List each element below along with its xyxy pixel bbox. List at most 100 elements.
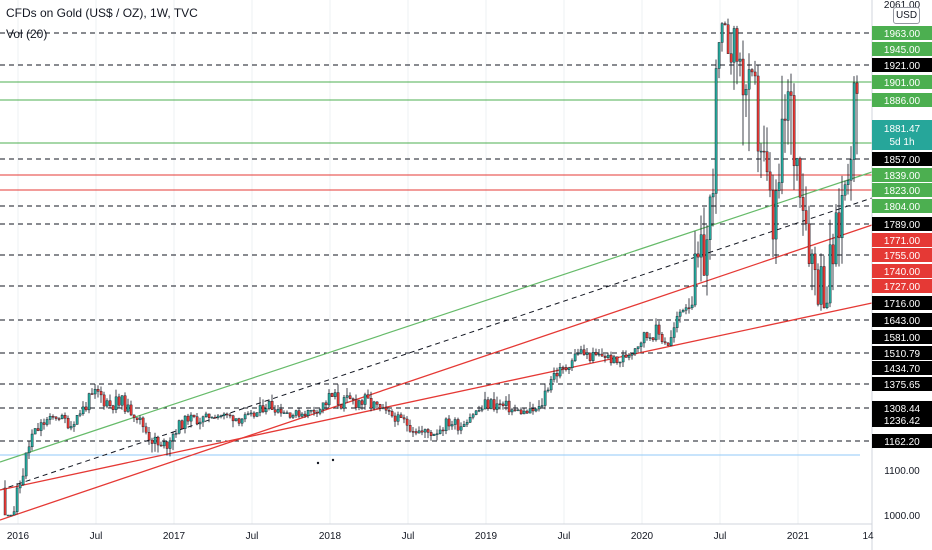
candle-body (849, 159, 853, 181)
candle (120, 395, 124, 410)
price-level-tag (872, 434, 932, 448)
candle-body (66, 418, 70, 429)
candle-body (204, 413, 208, 417)
candle (396, 411, 400, 426)
candle (459, 422, 463, 435)
candle (807, 205, 811, 267)
candle (438, 425, 442, 435)
price-level-tag-label: 1804.00 (884, 202, 921, 213)
candle-body (48, 416, 52, 420)
price-level-tag-label: 1839.00 (884, 171, 921, 182)
candle (159, 441, 163, 447)
candle-body (87, 393, 91, 411)
currency-button[interactable]: USD (893, 7, 920, 24)
candle-body (447, 418, 451, 427)
price-level-tag-label: 1963.00 (884, 29, 921, 40)
candle (402, 414, 406, 424)
candle (639, 341, 643, 353)
candle (144, 422, 148, 435)
candle (387, 408, 391, 416)
candle (582, 344, 586, 356)
candle-body (579, 349, 583, 354)
candle (786, 79, 790, 145)
candle-body (441, 429, 445, 432)
candle (63, 412, 67, 424)
price-axis-label: 1000.00 (884, 511, 921, 522)
candle-body (249, 412, 253, 415)
candle-body (108, 400, 112, 406)
candle (762, 125, 766, 162)
price-level-tag (872, 75, 932, 89)
price-level-tag-label: 1375.65 (884, 380, 921, 391)
candle-body (495, 403, 499, 410)
candle (267, 399, 271, 411)
chart-title: CFDs on Gold (US$ / OZ), 1W, TVC (6, 6, 198, 20)
candle-body (165, 441, 169, 449)
candle-body (201, 416, 205, 423)
candle (783, 94, 787, 153)
candle (255, 412, 259, 418)
candle (141, 416, 145, 433)
candle-body (711, 193, 715, 198)
candle (675, 311, 679, 333)
candle-body (519, 409, 523, 415)
volume-indicator-label[interactable]: Vol (20) (6, 27, 48, 41)
candle-body (159, 444, 163, 447)
candle (333, 388, 337, 400)
candle (543, 383, 547, 410)
candle (549, 376, 553, 393)
candle (780, 75, 784, 195)
candle-body (210, 417, 214, 419)
candle-body (429, 432, 433, 436)
candle-body (438, 429, 442, 434)
candle-body (297, 410, 301, 417)
candle-body (474, 410, 478, 415)
price-level-tag (872, 330, 932, 344)
candle-body (819, 266, 823, 305)
time-axis-label: 14 (862, 531, 874, 542)
candle (828, 219, 832, 308)
candle (603, 354, 607, 363)
candle-body (513, 409, 517, 411)
candle (294, 409, 298, 418)
candle (297, 407, 301, 419)
candle-body (690, 304, 694, 309)
candle (720, 22, 724, 52)
candle-body (378, 404, 382, 409)
candle (279, 403, 283, 417)
candle (732, 25, 736, 90)
uptrend-line-green (0, 171, 873, 463)
candle-body (258, 405, 262, 413)
candle-body (189, 414, 193, 422)
candle-body (228, 414, 232, 417)
candle-body (231, 415, 235, 422)
candle-body (399, 414, 403, 418)
candle (81, 401, 85, 416)
candle-body (60, 414, 64, 419)
candle (210, 416, 214, 419)
candle (156, 435, 160, 453)
price-level-tag (872, 183, 932, 197)
candle (843, 180, 847, 201)
candle-body (741, 58, 745, 96)
candle (132, 414, 136, 423)
candle (429, 430, 433, 441)
candle (444, 417, 448, 435)
candle (399, 412, 403, 419)
candle-body (144, 426, 148, 433)
candle-body (456, 419, 460, 431)
candle (774, 179, 778, 264)
candle-body (633, 348, 637, 355)
candle (699, 215, 703, 282)
candle-body (405, 418, 409, 426)
candle-body (132, 414, 136, 418)
candle (624, 350, 628, 358)
candle-body (114, 396, 118, 410)
candle-body (12, 511, 16, 516)
candle (78, 410, 82, 418)
candle (510, 407, 514, 416)
candle-body (336, 392, 340, 405)
candle (441, 427, 445, 436)
candle-body (372, 401, 376, 409)
